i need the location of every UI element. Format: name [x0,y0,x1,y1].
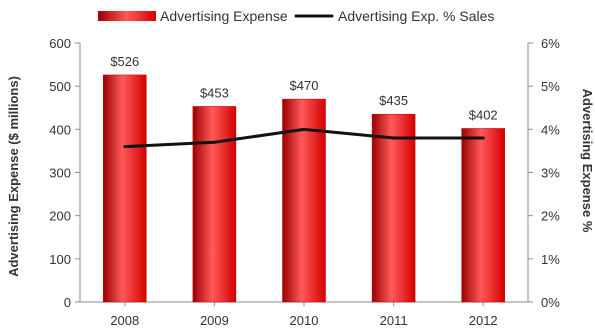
x-tick-label: 2008 [110,313,139,328]
bar-2012 [461,128,505,303]
left-tick-label: 400 [49,122,71,137]
bar-2009 [192,106,237,303]
bar-value-label: $435 [379,93,408,108]
x-tick-label: 2009 [200,313,229,328]
left-tick-label: 300 [49,166,71,181]
right-tick-label: 5% [541,79,560,94]
bar-value-label: $470 [290,78,319,93]
bar-value-label: $402 [469,107,498,122]
bar-series [103,74,505,303]
legend-bar-label: Advertising Expense [160,8,288,24]
legend-bar-swatch [98,11,156,21]
right-tick-label: 2% [541,209,560,224]
labels-layer: $526 $453 $470 $435 $402 [110,54,497,123]
legend: Advertising Expense Advertising Exp. % Sa… [98,8,494,24]
bar-2011 [371,113,416,303]
left-tick-label: 500 [49,79,71,94]
x-tick-label: 2012 [469,313,498,328]
bar-value-label: $526 [110,54,139,69]
bar-value-label: $453 [200,85,229,100]
y-axis-title-left: Advertising Expense ($ millions) [6,76,21,277]
x-tick-label: 2011 [380,313,408,328]
left-tick-label: 600 [49,36,71,51]
right-tick-label: 1% [541,252,560,267]
bar-2008 [103,74,147,303]
left-tick-label: 200 [49,209,71,224]
left-tick-label: 100 [49,252,71,267]
left-tick-label: 0 [64,295,71,310]
right-tick-label: 0% [541,295,560,310]
x-tick-label: 2010 [290,313,319,328]
line-series-layer [123,127,485,149]
axes: 0 100 200 300 400 500 600 0% 1% 2% 3% 4% 5% 6% 2008 200… [6,36,595,328]
bar-2010 [282,98,326,303]
y-axis-title-right: Advertising Expense % [580,89,595,233]
right-tick-label: 3% [541,166,560,181]
right-tick-label: 6% [541,36,560,51]
legend-line-label: Advertising Exp. % Sales [338,8,494,24]
right-tick-label: 4% [541,122,560,137]
